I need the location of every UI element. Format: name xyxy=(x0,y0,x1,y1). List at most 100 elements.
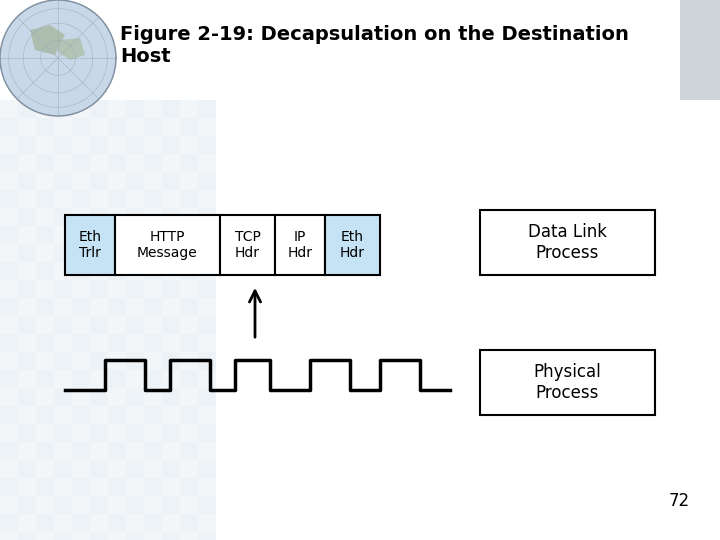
Bar xyxy=(144,424,162,442)
Bar xyxy=(162,280,180,298)
Bar xyxy=(108,406,126,424)
Bar xyxy=(180,478,198,496)
Bar xyxy=(162,172,180,190)
Bar xyxy=(90,208,108,226)
Bar xyxy=(180,100,198,118)
Bar xyxy=(198,190,216,208)
Bar xyxy=(0,370,18,388)
Bar xyxy=(18,514,36,532)
Bar xyxy=(0,190,18,208)
Bar xyxy=(126,118,144,136)
Bar xyxy=(198,118,216,136)
Bar xyxy=(162,370,180,388)
Bar xyxy=(126,298,144,316)
Bar xyxy=(126,514,144,532)
Bar xyxy=(126,352,144,370)
Bar xyxy=(90,244,108,262)
Bar xyxy=(36,496,54,514)
Bar xyxy=(198,172,216,190)
Bar xyxy=(72,154,90,172)
Bar xyxy=(180,262,198,280)
Bar xyxy=(108,244,126,262)
Bar xyxy=(144,244,162,262)
Bar xyxy=(144,514,162,532)
Bar xyxy=(0,388,18,406)
Bar xyxy=(18,334,36,352)
Bar xyxy=(180,496,198,514)
Bar xyxy=(18,208,36,226)
Bar xyxy=(90,334,108,352)
Text: IP
Hdr: IP Hdr xyxy=(287,230,312,260)
Bar xyxy=(72,442,90,460)
Bar xyxy=(0,172,18,190)
Bar xyxy=(162,478,180,496)
Bar xyxy=(180,460,198,478)
Bar xyxy=(162,244,180,262)
Bar xyxy=(72,334,90,352)
Bar xyxy=(126,262,144,280)
FancyBboxPatch shape xyxy=(65,215,115,275)
Bar xyxy=(72,298,90,316)
Bar xyxy=(90,442,108,460)
Bar xyxy=(198,100,216,118)
Bar xyxy=(108,226,126,244)
Bar xyxy=(36,298,54,316)
Bar xyxy=(180,298,198,316)
Bar xyxy=(126,442,144,460)
Bar xyxy=(0,226,18,244)
Bar xyxy=(144,298,162,316)
Bar xyxy=(198,262,216,280)
Bar xyxy=(198,388,216,406)
Text: Data Link
Process: Data Link Process xyxy=(528,223,607,262)
Bar xyxy=(0,460,18,478)
Bar xyxy=(126,280,144,298)
Bar xyxy=(90,154,108,172)
Bar xyxy=(54,262,72,280)
Bar xyxy=(36,316,54,334)
Text: 72: 72 xyxy=(669,492,690,510)
Bar xyxy=(36,208,54,226)
Bar xyxy=(180,316,198,334)
Bar xyxy=(54,226,72,244)
Bar xyxy=(108,208,126,226)
Bar xyxy=(198,136,216,154)
Bar xyxy=(144,316,162,334)
Bar xyxy=(18,136,36,154)
Bar xyxy=(198,424,216,442)
Bar xyxy=(126,244,144,262)
Bar xyxy=(36,244,54,262)
Bar xyxy=(108,190,126,208)
Bar xyxy=(198,280,216,298)
Bar xyxy=(162,100,180,118)
Bar xyxy=(198,226,216,244)
Bar xyxy=(108,460,126,478)
Bar xyxy=(198,370,216,388)
Bar xyxy=(108,370,126,388)
Bar xyxy=(72,208,90,226)
Bar xyxy=(108,298,126,316)
Bar xyxy=(0,298,18,316)
Bar xyxy=(162,316,180,334)
Bar xyxy=(144,442,162,460)
Bar xyxy=(36,532,54,540)
Bar xyxy=(126,172,144,190)
Bar xyxy=(162,388,180,406)
Bar xyxy=(54,478,72,496)
Bar xyxy=(162,442,180,460)
Bar xyxy=(36,262,54,280)
Bar xyxy=(198,478,216,496)
Bar xyxy=(162,226,180,244)
Bar xyxy=(36,100,54,118)
Bar xyxy=(36,172,54,190)
Bar xyxy=(0,208,18,226)
Bar xyxy=(72,190,90,208)
Bar xyxy=(126,190,144,208)
Bar xyxy=(72,172,90,190)
Bar xyxy=(108,478,126,496)
Bar xyxy=(72,406,90,424)
Bar xyxy=(54,352,72,370)
Bar xyxy=(36,280,54,298)
Bar xyxy=(18,532,36,540)
Bar xyxy=(18,424,36,442)
Bar xyxy=(54,172,72,190)
